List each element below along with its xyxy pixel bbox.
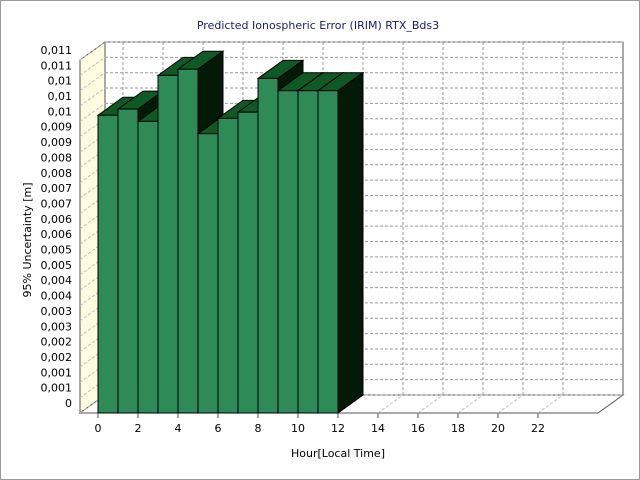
y-tick-label: 0,011	[41, 59, 73, 72]
y-tick-label: 0,01	[48, 90, 73, 103]
bar	[217, 117, 239, 414]
y-tick-label: 0,006	[41, 228, 73, 241]
x-tick-label: 12	[331, 422, 345, 435]
x-tick-label: 2	[135, 422, 142, 435]
x-tick-label: 14	[371, 422, 385, 435]
y-tick-label: 0,005	[41, 244, 73, 257]
y-tick-label: 0,003	[41, 320, 73, 333]
y-tick-label: 0,006	[41, 213, 73, 226]
x-tick-label: 16	[411, 422, 425, 435]
y-tick-label: 0,008	[41, 151, 73, 164]
x-tick-label: 0	[95, 422, 102, 435]
bar	[317, 90, 339, 414]
floor-grid-line	[417, 394, 444, 414]
y-tick-label: 0,004	[41, 290, 73, 303]
y-tick-label: 0,01	[48, 105, 73, 118]
wall-grid-line	[79, 72, 106, 92]
y-tick-label: 0,001	[41, 366, 73, 379]
y-tick-label: 0,007	[41, 182, 73, 195]
x-tick-label: 4	[175, 422, 182, 435]
bar	[157, 74, 179, 414]
floor-grid-line	[537, 394, 564, 414]
y-tick-label: 0,003	[41, 305, 73, 318]
floor-grid-line	[497, 394, 524, 414]
y-tick-label: 0,002	[41, 336, 73, 349]
y-tick-label: 0,008	[41, 167, 73, 180]
bar	[257, 77, 279, 414]
y-tick-label: 0,004	[41, 274, 73, 287]
y-tick-label: 0,009	[41, 121, 73, 134]
y-tick-label: 0,001	[41, 382, 73, 395]
x-tick-label: 20	[491, 422, 505, 435]
bar	[137, 120, 159, 414]
y-tick-label: 0,009	[41, 136, 73, 149]
bar	[117, 108, 139, 414]
y-tick-label: 0,002	[41, 351, 73, 364]
wall-grid-line	[79, 102, 106, 122]
bar	[197, 133, 219, 414]
x-tick-label: 22	[531, 422, 545, 435]
y-tick-label: 0,005	[41, 259, 73, 272]
bar	[97, 114, 119, 414]
bar-side	[337, 71, 364, 414]
y-tick-label: 0,01	[48, 75, 73, 88]
y-axis-label: 95% Uncertainty [m]	[21, 182, 34, 297]
bar	[177, 68, 199, 414]
plot: 0 0,001 0,001 0,002 0,002 0,003 0,003 0,004 0,00…	[41, 41, 625, 435]
x-tick-label: 18	[451, 422, 465, 435]
wall-grid-line	[79, 56, 106, 76]
x-tick-label: 8	[255, 422, 262, 435]
wall-grid-line	[79, 87, 106, 107]
bar	[237, 111, 259, 414]
floor-grid-line	[377, 394, 404, 414]
wall-grid-line	[79, 41, 106, 61]
bar	[277, 90, 299, 414]
x-tick-label: 10	[291, 422, 305, 435]
y-tick-label: 0,007	[41, 197, 73, 210]
y-tick-label: 0,011	[41, 44, 73, 57]
x-axis-label: Hour[Local Time]	[291, 447, 385, 460]
chart-title: Predicted Ionospheric Error (IRIM) RTX_B…	[197, 19, 439, 32]
x-tick-label: 6	[215, 422, 222, 435]
y-tick-label: 0	[65, 397, 72, 410]
floor-grid-line	[457, 394, 484, 414]
bar	[297, 90, 319, 414]
